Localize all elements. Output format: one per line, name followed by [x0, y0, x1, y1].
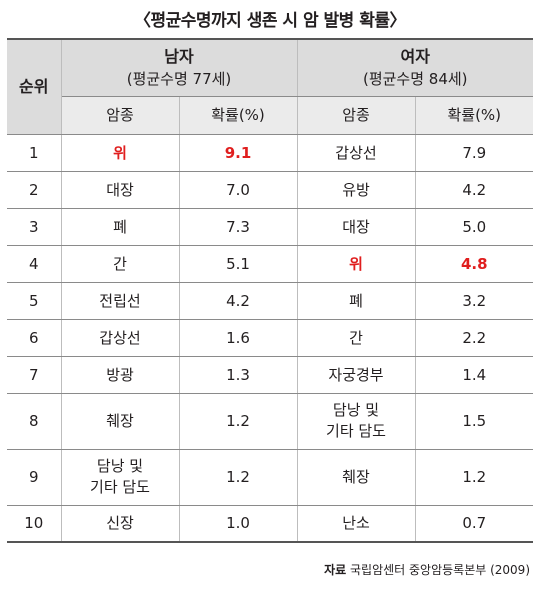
female-prob-cell: 7.9	[415, 134, 533, 172]
table-row: 9 담낭 및 기타 담도 1.2 췌장 1.2	[7, 449, 533, 506]
male-cancer-line1: 담낭 및	[96, 457, 144, 475]
male-title: 남자	[164, 46, 194, 66]
female-cancer-cell: 유방	[297, 171, 416, 209]
female-cancer-line1: 담낭 및	[332, 401, 380, 419]
rank-cell: 2	[7, 171, 62, 209]
rank-cell: 8	[7, 393, 62, 450]
male-cancer-cell: 간	[61, 245, 180, 283]
male-cancer-cell: 갑상선	[61, 319, 180, 357]
rank-header: 순위	[7, 38, 62, 135]
male-cancer-cell: 대장	[61, 171, 180, 209]
female-cancer-cell: 위	[297, 245, 416, 283]
table-row: 1 위 9.1 갑상선 7.9	[7, 134, 533, 172]
table-title: 〈평균수명까지 생존 시 암 발병 확률〉	[133, 11, 407, 31]
female-title: 여자	[400, 46, 430, 66]
male-prob-cell: 1.0	[179, 505, 298, 543]
male-prob-cell: 5.1	[179, 245, 298, 283]
sub-header-row: 암종 확률(%) 암종 확률(%)	[7, 96, 533, 135]
female-prob-cell: 2.2	[415, 319, 533, 357]
female-prob-cell: 3.2	[415, 282, 533, 320]
female-prob-cell: 0.7	[415, 505, 533, 543]
group-header-row: 순위 남자 (평균수명 77세) 여자 (평균수명 84세)	[7, 38, 533, 135]
male-group-header: 남자 (평균수명 77세)	[61, 38, 298, 97]
female-cancer-cell: 난소	[297, 505, 416, 543]
female-cancer-cell: 자궁경부	[297, 356, 416, 394]
male-prob-cell: 4.2	[179, 282, 298, 320]
rank-cell: 6	[7, 319, 62, 357]
male-prob-cell: 9.1	[179, 134, 298, 172]
table-row: 5 전립선 4.2 폐 3.2	[7, 282, 533, 320]
male-cancer-cell: 위	[61, 134, 180, 172]
rank-cell: 10	[7, 505, 62, 543]
male-prob-cell: 7.0	[179, 171, 298, 209]
male-cancer-cell: 신장	[61, 505, 180, 543]
table-row: 7 방광 1.3 자궁경부 1.4	[7, 356, 533, 394]
male-prob-header: 확률(%)	[179, 96, 298, 135]
source-label: 자료	[324, 563, 347, 577]
male-prob-cell: 7.3	[179, 208, 298, 246]
table-row: 8 췌장 1.2 담낭 및 기타 담도 1.5	[7, 393, 533, 450]
source-note: 자료 국립암센터 중앙암등록본부 (2009)	[324, 561, 530, 578]
female-group-header: 여자 (평균수명 84세)	[297, 38, 533, 97]
table-row: 4 간 5.1 위 4.8	[7, 245, 533, 283]
female-cancer-header: 암종	[297, 96, 416, 135]
cancer-probability-table: 순위 남자 (평균수명 77세) 여자 (평균수명 84세) 암종 확률(%) …	[7, 38, 533, 543]
source-text: 국립암센터 중앙암등록본부 (2009)	[349, 563, 530, 577]
male-prob-cell: 1.3	[179, 356, 298, 394]
female-prob-cell: 1.2	[415, 449, 533, 506]
female-cancer-cell: 대장	[297, 208, 416, 246]
female-prob-cell: 4.2	[415, 171, 533, 209]
male-cancer-cell: 방광	[61, 356, 180, 394]
rank-cell: 4	[7, 245, 62, 283]
table-row: 10 신장 1.0 난소 0.7	[7, 505, 533, 543]
rank-cell: 7	[7, 356, 62, 394]
table-row: 6 갑상선 1.6 간 2.2	[7, 319, 533, 357]
female-cancer-cell: 췌장	[297, 449, 416, 506]
male-prob-cell: 1.2	[179, 449, 298, 506]
male-subtitle: (평균수명 77세)	[126, 69, 232, 88]
female-prob-cell: 4.8	[415, 245, 533, 283]
male-cancer-cell: 전립선	[61, 282, 180, 320]
rank-cell: 5	[7, 282, 62, 320]
male-cancer-cell: 췌장	[61, 393, 180, 450]
male-prob-cell: 1.2	[179, 393, 298, 450]
male-prob-cell: 1.6	[179, 319, 298, 357]
table-row: 3 폐 7.3 대장 5.0	[7, 208, 533, 246]
female-prob-header: 확률(%)	[415, 96, 533, 135]
rank-cell: 1	[7, 134, 62, 172]
rank-cell: 3	[7, 208, 62, 246]
male-cancer-line2: 기타 담도	[90, 478, 150, 496]
female-subtitle: (평균수명 84세)	[362, 69, 468, 88]
female-prob-cell: 5.0	[415, 208, 533, 246]
female-cancer-cell: 간	[297, 319, 416, 357]
male-cancer-cell: 담낭 및 기타 담도	[61, 449, 180, 506]
female-cancer-cell: 폐	[297, 282, 416, 320]
rank-cell: 9	[7, 449, 62, 506]
female-cancer-line2: 기타 담도	[326, 422, 386, 440]
female-prob-cell: 1.5	[415, 393, 533, 450]
table-row: 2 대장 7.0 유방 4.2	[7, 171, 533, 209]
male-cancer-cell: 폐	[61, 208, 180, 246]
male-cancer-header: 암종	[61, 96, 180, 135]
female-cancer-cell: 담낭 및 기타 담도	[297, 393, 416, 450]
female-prob-cell: 1.4	[415, 356, 533, 394]
female-cancer-cell: 갑상선	[297, 134, 416, 172]
